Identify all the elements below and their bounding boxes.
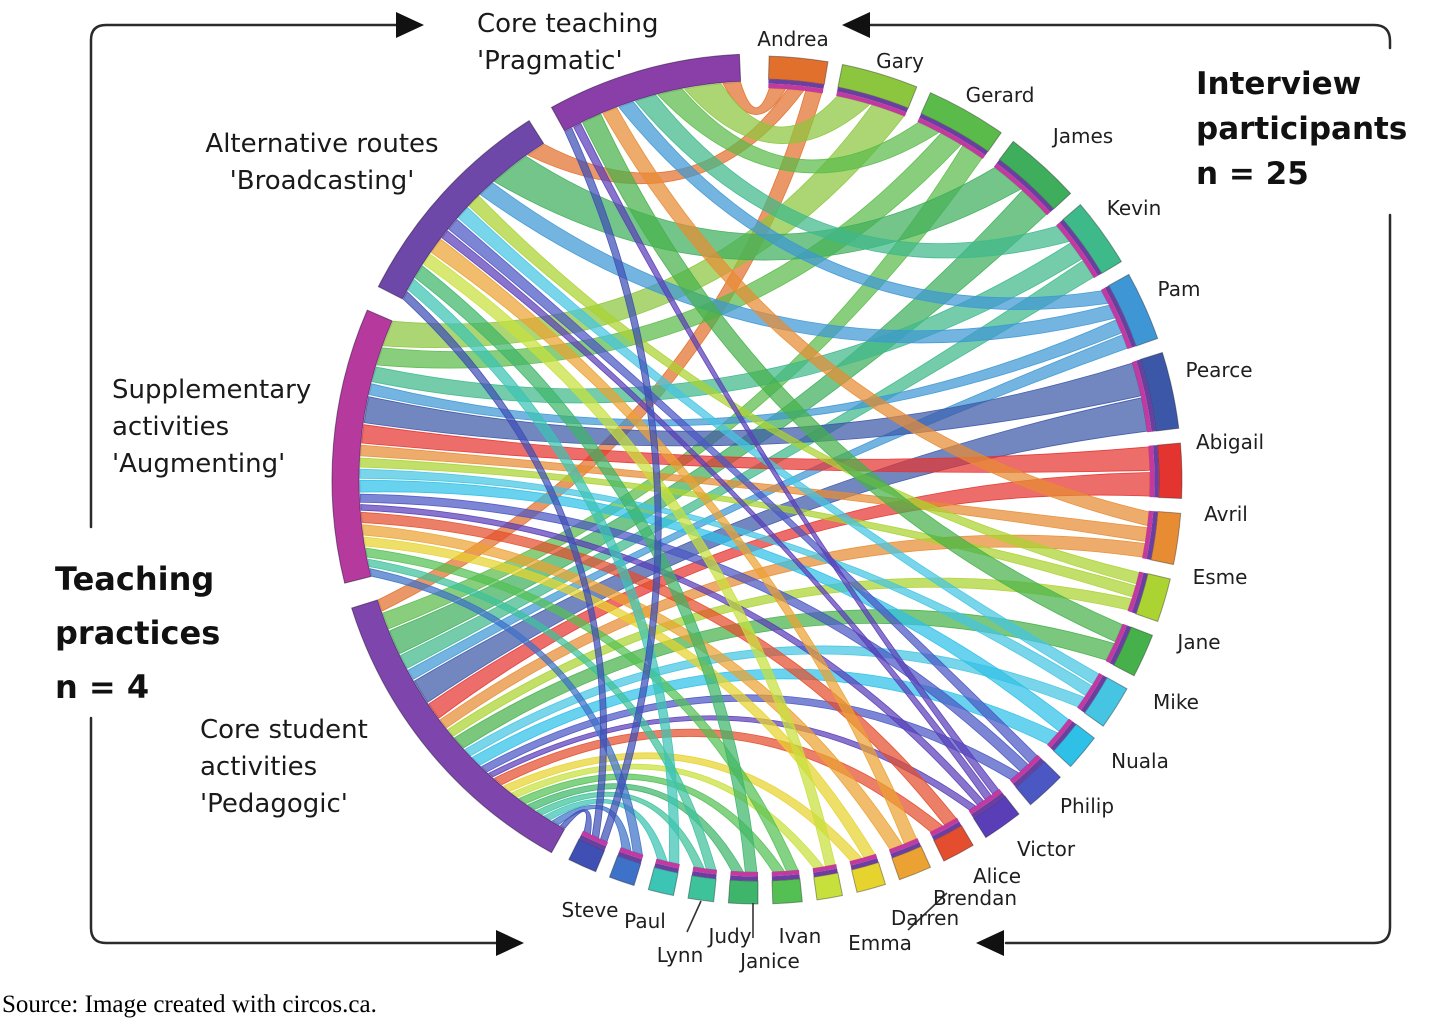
- left-bracket: [89, 23, 498, 945]
- practice-label-line: activities: [112, 412, 230, 442]
- header-line: practices: [55, 614, 221, 652]
- participant-label: Andrea: [757, 26, 829, 51]
- practice-label-line: Core teaching: [477, 9, 659, 39]
- practice-label-broadcasting: Alternative routes 'Broadcasting': [205, 126, 438, 200]
- participant-label: Ivan: [778, 923, 822, 948]
- arrow-right-icon: [496, 930, 524, 956]
- practice-label-pragmatic: Core teaching 'Pragmatic': [477, 6, 659, 80]
- source-note: Source: Image created with circos.ca.: [2, 991, 377, 1018]
- participant-label: Paul: [624, 908, 666, 933]
- participant-label: Alice: [972, 863, 1022, 888]
- participant-label: Kevin: [1106, 195, 1162, 220]
- participant-label: Emma: [848, 930, 912, 955]
- practice-label-line: 'Pragmatic': [477, 46, 623, 76]
- practice-label-pedagogic: Core student activities 'Pedagogic': [200, 712, 368, 823]
- practice-label-line: Alternative routes: [205, 129, 439, 159]
- header-line: Interview: [1196, 66, 1362, 102]
- practice-label-line: 'Broadcasting': [229, 166, 415, 196]
- participant-label: Judy: [708, 923, 752, 948]
- participant-label: Mike: [1153, 689, 1199, 714]
- participant-label: Philip: [1059, 793, 1115, 818]
- right-header-interview-participants: Interview participants n = 25: [1196, 62, 1407, 197]
- right-bracket: [868, 23, 1392, 945]
- participant-label: Nuala: [1111, 748, 1169, 773]
- left-header-teaching-practices: Teaching practices n = 4: [55, 552, 220, 714]
- participant-label: Gerard: [965, 82, 1035, 107]
- header-line: n = 4: [55, 668, 150, 706]
- arrow-right-icon: [396, 12, 424, 38]
- practice-label-line: activities: [200, 752, 318, 782]
- participant-label: Pearce: [1185, 357, 1253, 382]
- practice-label-line: 'Augmenting': [112, 449, 286, 479]
- practice-label-line: Core student: [200, 715, 368, 745]
- participant-label: Janice: [740, 948, 800, 973]
- practice-label-line: 'Pedagogic': [200, 789, 348, 819]
- practice-label-augmenting: Supplementary activities 'Augmenting': [112, 372, 311, 483]
- participant-label: James: [1052, 123, 1114, 148]
- participant-label: Lynn: [656, 942, 704, 967]
- header-line: Teaching: [55, 560, 215, 598]
- participant-label: Victor: [1016, 836, 1076, 861]
- arrow-left-icon: [976, 930, 1004, 956]
- participant-label: Darren: [890, 905, 960, 930]
- participant-label: Esme: [1192, 564, 1248, 589]
- arrow-left-icon: [842, 12, 870, 38]
- participant-label: Jane: [1177, 629, 1221, 654]
- participant-label: Gary: [876, 48, 924, 73]
- participant-label: Abigail: [1196, 429, 1264, 454]
- header-line: n = 25: [1196, 156, 1309, 192]
- header-line: participants: [1196, 111, 1408, 147]
- practice-label-line: Supplementary: [112, 375, 312, 405]
- participant-label: Brendan: [932, 885, 1018, 910]
- participant-label: Steve: [561, 897, 619, 922]
- participant-label: Pam: [1157, 276, 1201, 301]
- participant-label: Avril: [1204, 501, 1248, 526]
